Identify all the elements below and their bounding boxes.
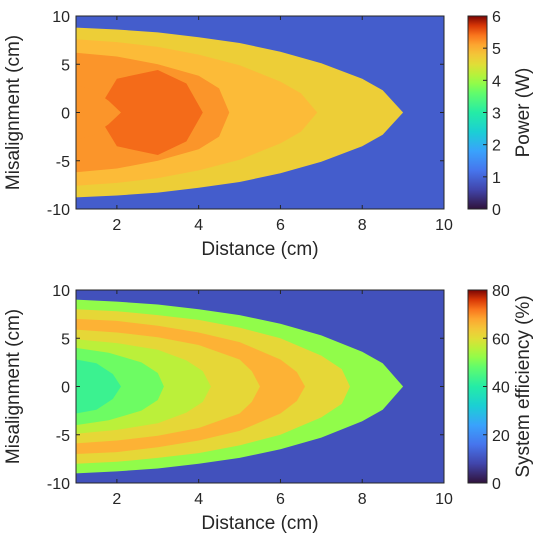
y-tick-label: -5 [56,154,70,171]
x-axis-label: Distance (cm) [201,513,318,534]
x-tick-label: 8 [358,491,367,508]
y-tick-label: 10 [52,283,70,300]
colorbar-tick-label: 4 [492,73,501,90]
y-tick-label: 5 [61,331,70,348]
colorbar-tick-label: 40 [492,380,510,397]
y-tick-label: -10 [47,476,70,493]
colorbar-tick-label: 60 [492,331,510,348]
colorbar-tick-label: 80 [492,283,510,300]
x-axis-label: Distance (cm) [201,239,318,260]
x-tick-label: 8 [358,217,367,234]
colorbar-tick-label: 5 [492,41,501,58]
x-tick-label: 2 [112,491,121,508]
colorbar-label: System efficiency (%) [513,295,534,477]
y-tick-label: -5 [56,428,70,445]
y-tick-label: 10 [52,9,70,26]
y-axis-label: Misalignment (cm) [3,35,24,190]
x-tick-label: 6 [276,491,285,508]
heatmap-region-5 [76,85,121,140]
heatmap-region-4 [96,70,203,155]
x-tick-label: 10 [435,491,453,508]
colorbar-tick-label: 20 [492,428,510,445]
y-tick-label: 0 [61,380,70,397]
colorbar-tick-label: 6 [492,9,501,26]
y-tick-label: 5 [61,57,70,74]
y-tick-label: -10 [47,202,70,219]
heatmap-region-7 [76,359,121,414]
y-axis-label: Misalignment (cm) [3,309,24,464]
colorbar-label: Power (W) [513,68,534,158]
heatmap-regions [76,299,404,474]
colorbar-tick-label: 0 [492,476,501,493]
x-tick-label: 4 [194,217,203,234]
x-tick-label: 10 [435,217,453,234]
heatmap-regions [76,27,404,198]
colorbar-tick-label: 2 [492,138,501,155]
colorbar-tick-label: 1 [492,170,501,187]
x-tick-label: 4 [194,491,203,508]
y-tick-label: 0 [61,106,70,123]
x-tick-label: 6 [276,217,285,234]
colorbar-tick-label: 0 [492,202,501,219]
x-tick-label: 2 [112,217,121,234]
colorbar-tick-label: 3 [492,106,501,123]
panel-2: 2 4 6 8 10 -10 -5 0 5 10 Distance (cm) Misalignment… [3,283,534,534]
